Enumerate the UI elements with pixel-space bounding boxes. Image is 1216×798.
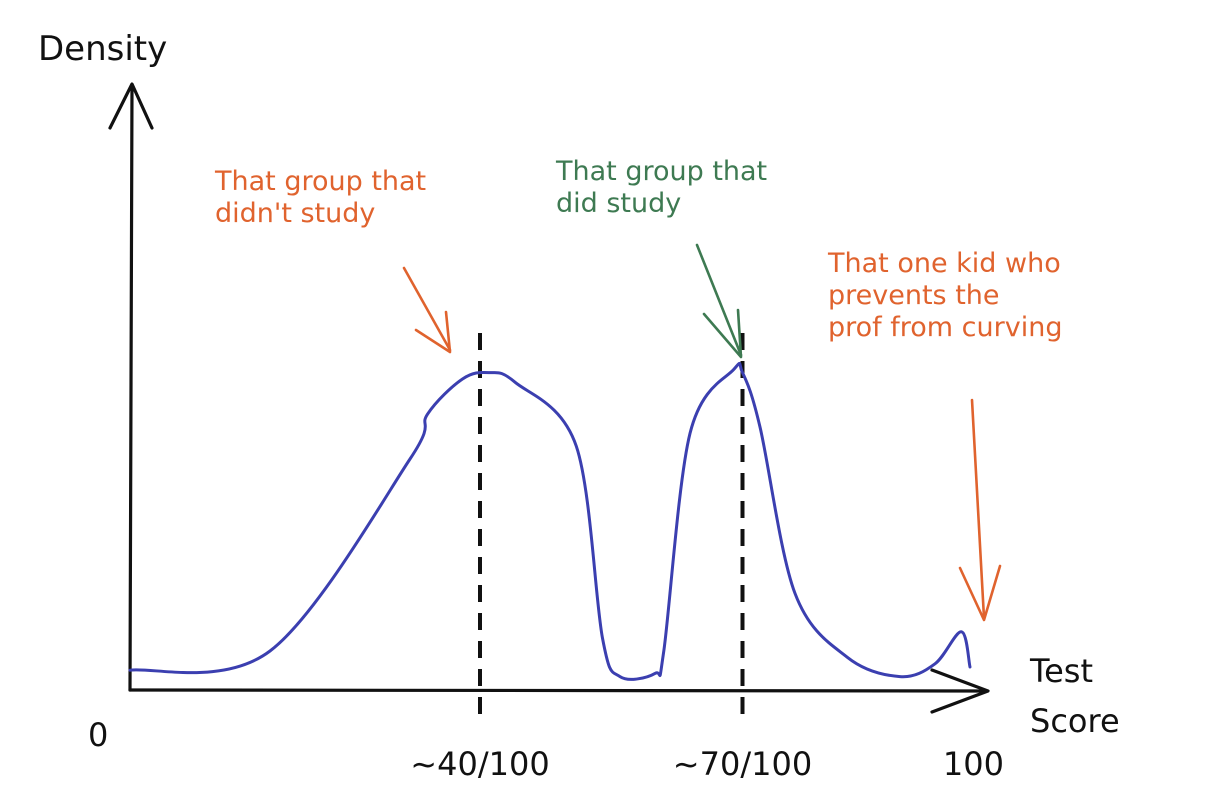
annotation-3-line-2: prevents the xyxy=(828,280,1000,311)
x-axis-title-line-1: Test xyxy=(1029,652,1093,690)
axes xyxy=(108,82,990,714)
x-axis-arrowhead xyxy=(930,668,990,714)
y-axis-arrowhead xyxy=(108,82,154,130)
x-tick-label-1: 0 xyxy=(88,716,108,754)
annotation-1-line-1: That group that xyxy=(214,166,426,197)
series-group xyxy=(128,361,972,681)
annotation-arrows xyxy=(402,243,1002,622)
arrow-did-study xyxy=(695,243,743,359)
density-curve-1 xyxy=(128,361,972,681)
x-tick-label-2: ~40/100 xyxy=(410,745,549,783)
annotation-2-line-1: That group that xyxy=(555,156,767,187)
annotation-3-line-3: prof from curving xyxy=(828,312,1062,343)
reference-lines xyxy=(478,333,745,725)
y-axis-line xyxy=(128,84,134,692)
x-axis-line xyxy=(128,688,988,693)
annotation-1-line-2: didn't study xyxy=(215,198,375,229)
arrow-didnt-study xyxy=(402,266,452,354)
annotation-3-line-1: That one kid who xyxy=(827,248,1061,279)
x-axis-title-line-2: Score xyxy=(1030,702,1120,740)
x-tick-label-3: ~70/100 xyxy=(673,745,812,783)
annotation-2-line-2: did study xyxy=(556,188,681,219)
arrow-one-kid xyxy=(958,398,1002,622)
y-axis-title: Density xyxy=(38,29,167,69)
x-tick-label-4: 100 xyxy=(943,745,1004,783)
x-tick-labels: 0 ~40/100 ~70/100 100 xyxy=(88,716,1004,783)
